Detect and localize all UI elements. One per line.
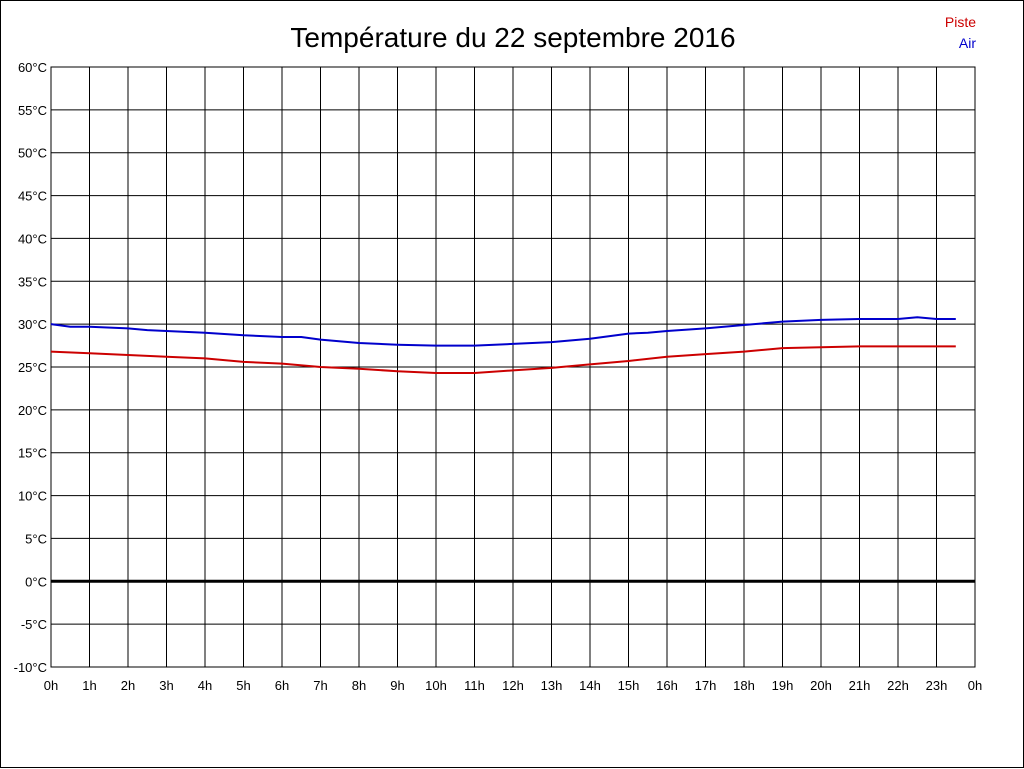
y-tick-label: 25°C xyxy=(18,360,47,375)
plot-border xyxy=(50,66,976,668)
x-tick-label: 0h xyxy=(968,678,982,693)
x-tick-label: 9h xyxy=(390,678,404,693)
grid xyxy=(50,66,976,668)
y-tick-label: 55°C xyxy=(18,103,47,118)
x-tick-label: 5h xyxy=(236,678,250,693)
x-tick-label: 15h xyxy=(618,678,640,693)
x-tick-label: 8h xyxy=(352,678,366,693)
series-line-air xyxy=(50,316,956,347)
legend-entry-air: Air xyxy=(959,35,976,51)
x-tick-label: 23h xyxy=(926,678,948,693)
x-tick-label: 4h xyxy=(198,678,212,693)
chart-title: Température du 22 septembre 2016 xyxy=(290,22,735,53)
x-tick-label: 16h xyxy=(656,678,678,693)
y-tick-label: 60°C xyxy=(18,60,47,75)
y-tick-label: 50°C xyxy=(18,146,47,161)
x-tick-label: 20h xyxy=(810,678,832,693)
x-tick-label: 22h xyxy=(887,678,909,693)
axes: 0h 1h 2h 3h 4h 5h 6h 7h 8h 9h 10h 11h 12h 13h 14h 15h 16… xyxy=(14,60,983,693)
y-tick-label: 30°C xyxy=(18,317,47,332)
x-tick-label: 2h xyxy=(121,678,135,693)
y-tick-label: 5°C xyxy=(25,531,47,546)
legend-entry-piste: Piste xyxy=(945,14,976,30)
series-line-piste xyxy=(50,345,956,374)
y-tick-label: 45°C xyxy=(18,189,47,204)
x-tick-label: 0h xyxy=(44,678,58,693)
y-tick-label: 35°C xyxy=(18,274,47,289)
y-tick-label: 40°C xyxy=(18,231,47,246)
x-tick-label: 1h xyxy=(82,678,96,693)
y-tick-label: 0°C xyxy=(25,574,47,589)
x-tick-label: 19h xyxy=(772,678,794,693)
y-tick-label: 15°C xyxy=(18,446,47,461)
x-tick-label: 11h xyxy=(464,678,485,693)
legend: Piste Air xyxy=(945,14,976,51)
x-tick-label: 13h xyxy=(541,678,563,693)
y-tick-label: -5°C xyxy=(21,617,47,632)
x-tick-label: 14h xyxy=(579,678,601,693)
x-tick-label: 21h xyxy=(849,678,871,693)
x-tick-label: 10h xyxy=(425,678,447,693)
y-tick-label: 20°C xyxy=(18,403,47,418)
y-tick-label: -10°C xyxy=(14,660,47,675)
y-tick-label: 10°C xyxy=(18,489,47,504)
x-tick-label: 17h xyxy=(695,678,717,693)
x-tick-label: 6h xyxy=(275,678,289,693)
x-tick-label: 12h xyxy=(502,678,524,693)
x-tick-label: 18h xyxy=(733,678,755,693)
x-tick-label: 7h xyxy=(313,678,327,693)
x-tick-label: 3h xyxy=(159,678,173,693)
series-lines xyxy=(50,316,956,374)
